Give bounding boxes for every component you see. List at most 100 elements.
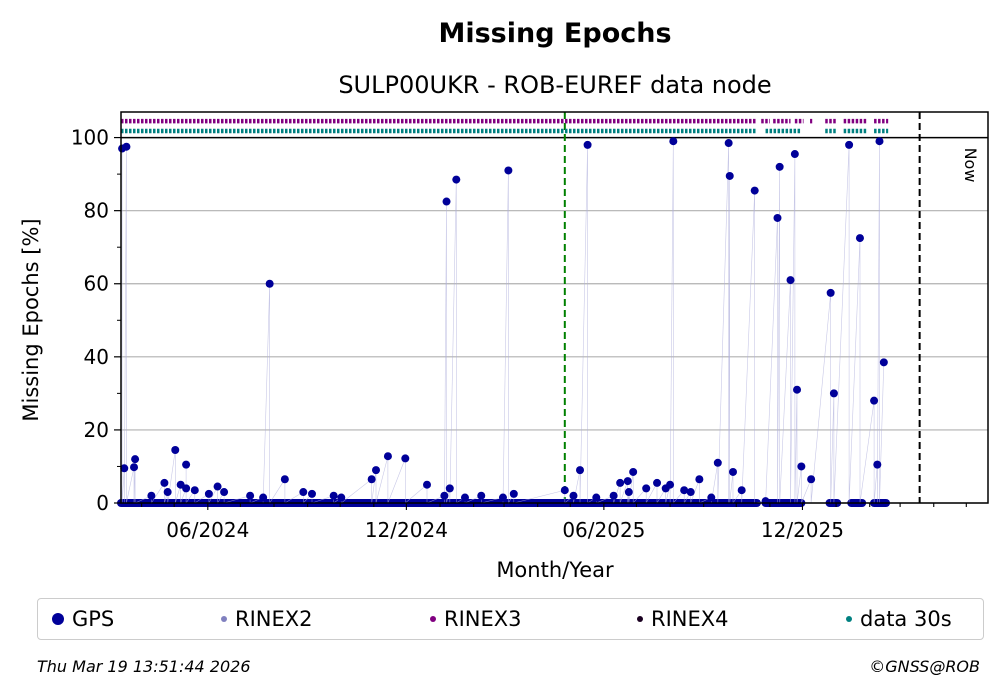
gps-point [182,460,191,469]
gps-point [265,279,274,288]
gps-point [875,137,884,146]
gps-point [642,484,651,493]
now-label: Now [961,148,980,183]
gps-point [790,150,799,159]
gps-point [423,480,431,489]
gps-point [807,475,816,484]
legend-label-data-30s: data 30s [860,607,952,631]
data-points [117,118,890,507]
gps-point [460,493,469,502]
gps-point [560,486,569,495]
gps-point [452,175,461,184]
gps-point [163,488,172,497]
gps-point [204,489,213,498]
grid-lines [121,136,988,504]
gps-point [445,484,454,493]
gps-point [147,491,156,500]
gps-point [761,497,770,506]
gps-point [307,489,316,498]
legend-item-rinex3: RINEX3 [430,599,522,639]
gps-point [786,276,795,285]
gps-point [213,482,222,491]
gps-point [775,162,784,171]
gps-point [624,488,633,497]
y-tick-label: 60 [84,272,109,296]
gps-point [160,478,169,487]
gps-point [826,288,835,297]
gps-point [383,452,392,461]
gps-point [442,197,451,206]
legend-item-gps: GPS [52,599,114,639]
gps-point [797,462,806,471]
gps-point [329,491,338,500]
gps-point [130,463,139,472]
legend-marker-gps [52,613,64,625]
reference-lines [563,112,921,503]
y-axis-label: Missing Epochs [%] [19,218,43,421]
legend-label-gps: GPS [72,607,115,631]
gps-point [879,358,888,367]
gps-point [246,491,255,500]
gps-point [793,385,802,394]
gps-point [680,486,689,495]
gps-point [367,475,376,484]
gps-point [773,213,782,222]
legend-label-rinex4: RINEX4 [651,607,729,631]
gps-point [583,140,592,149]
y-tick-label: 100 [71,126,109,150]
y-tick-label: 0 [96,491,109,515]
gps-point [259,493,268,502]
gps-point [653,478,662,487]
y-tick-label: 20 [84,418,109,442]
gps-point [401,454,410,463]
x-tick-label: 06/2024 [166,518,249,542]
legend-marker-data-30s [846,616,852,622]
x-tick-label: 06/2025 [562,518,645,542]
chart-title: Missing Epochs [438,18,671,49]
legend-marker-rinex3 [430,616,436,622]
gps-point [629,467,638,476]
gps-point [707,493,716,502]
gps-point [873,460,882,469]
footer-timestamp: Thu Mar 19 13:51:44 2026 [37,657,251,676]
gps-point [725,171,734,180]
gps-point [220,488,229,497]
x-tick-label: 12/2025 [761,518,844,542]
axis-ticks: 0 20 40 60 80 100 06/2024 12/2024 06/2025 12/2025 [71,126,967,542]
gps-point [623,477,632,486]
gps-point [829,389,838,398]
x-axis-label: Month/Year [496,558,614,582]
x-tick-label: 12/2024 [365,518,448,542]
gps-point [440,491,449,500]
gps-point [504,166,513,175]
gps-point [870,396,879,405]
legend-item-rinex2: RINEX2 [221,599,313,639]
gps-point [666,480,675,489]
gps-point [855,234,864,243]
legend-marker-rinex2 [221,616,227,622]
gps-point [477,491,486,500]
legend: GPS RINEX2 RINEX3 RINEX4 data 30s [37,598,984,640]
y-tick-label: 40 [84,345,109,369]
legend-item-rinex4: RINEX4 [637,599,729,639]
gps-point [592,493,601,502]
gps-point [616,478,625,487]
gps-point [713,458,722,467]
y-tick-label: 80 [84,199,109,223]
legend-label-rinex3: RINEX3 [444,607,522,631]
gps-point [609,491,618,500]
gps-point [190,486,199,495]
gps-point [280,475,289,484]
chart-subtitle: SULP00UKR - ROB-EUREF data node [338,71,771,99]
gps-point [737,486,746,495]
gps-point [372,466,380,475]
gps-point [498,493,507,502]
gps-point [729,467,737,476]
plot-frame [120,111,989,504]
legend-label-rinex2: RINEX2 [235,607,313,631]
gps-point [695,475,704,484]
gps-point [724,139,733,148]
gps-point [569,491,578,500]
legend-marker-rinex4 [637,616,643,622]
